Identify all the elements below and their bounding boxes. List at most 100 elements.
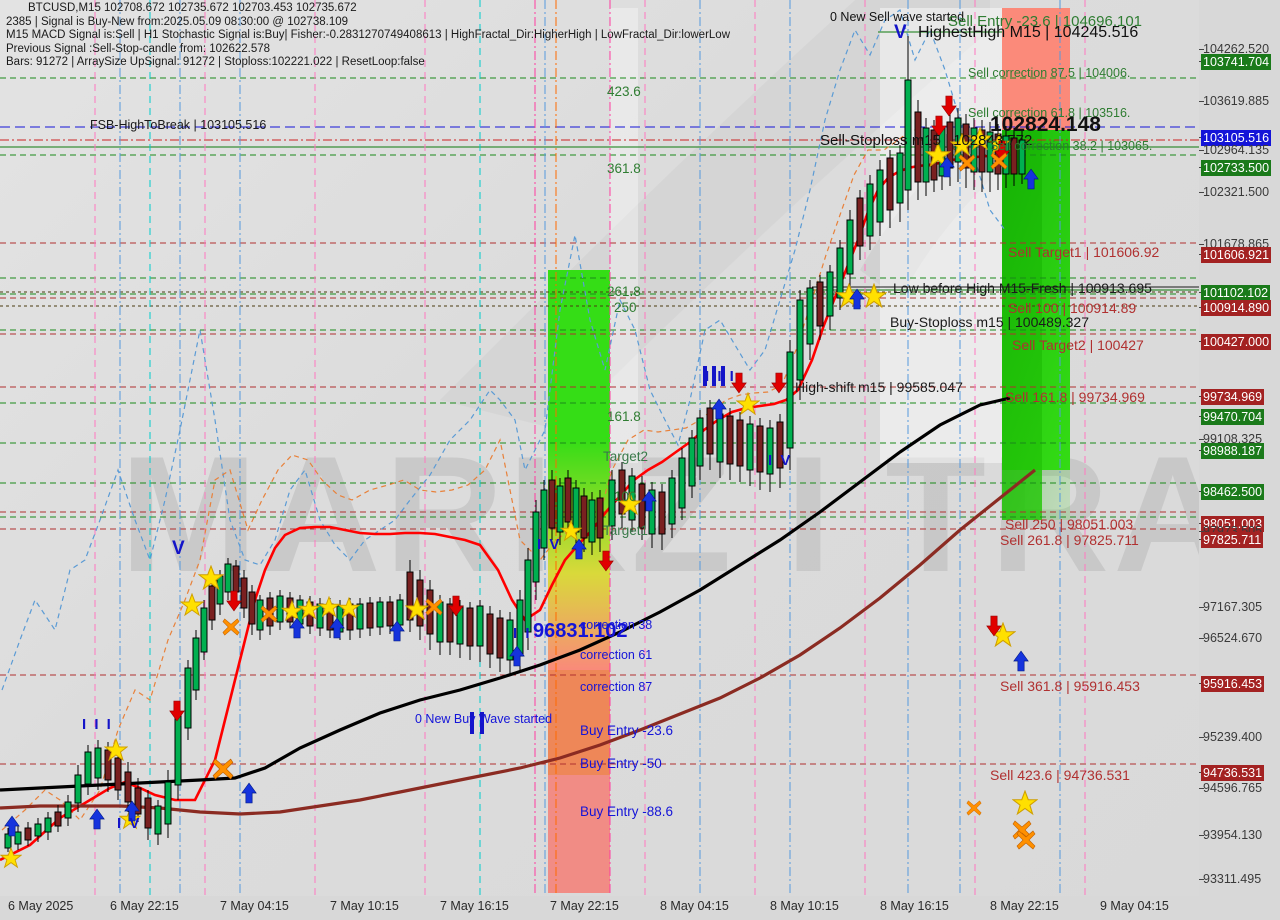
price-label[interactable]: 103105.516 xyxy=(1201,130,1272,146)
time-label: 8 May 04:15 xyxy=(660,899,729,913)
chart-plot-area[interactable]: MARKZ I TRADE xyxy=(0,0,1200,897)
price-label: 102321.500 xyxy=(1203,185,1270,199)
annotation-buy-last-price: 96831.102 xyxy=(533,620,628,642)
price-label[interactable]: 102733.500 xyxy=(1201,160,1272,176)
wave-label-7: I V xyxy=(117,815,142,832)
price-label[interactable]: 101102.102 xyxy=(1201,285,1271,301)
price-label[interactable]: 100427.000 xyxy=(1201,334,1272,350)
price-label: 102964.135 xyxy=(1203,143,1270,157)
annotation-fsb-high-to-break: FSB-HighToBreak | 103105.516 xyxy=(90,118,267,132)
annotation-low-before-high: Low before High M15-Fresh | 100913.695 xyxy=(893,280,1152,296)
ma-slow-black xyxy=(0,396,1011,792)
time-label: 7 May 16:15 xyxy=(440,899,509,913)
price-label: 99108.325 xyxy=(1203,432,1263,446)
price-label: 94596.765 xyxy=(1203,781,1263,795)
price-tick xyxy=(1199,192,1204,193)
price-tick xyxy=(1199,835,1204,836)
header-line-bars: Bars: 91272 | ArraySize UpSignal: 91272 … xyxy=(6,56,425,68)
annotation-sell-correction-382: Sell correction 38.2 | 103065. xyxy=(990,139,1153,153)
price-label: 93954.130 xyxy=(1203,828,1263,842)
price-tick xyxy=(1199,439,1204,440)
price-label[interactable]: 103741.704 xyxy=(1201,54,1272,70)
annotation-sell-correction-875: Sell correction 87.5 | 104006. xyxy=(968,66,1131,80)
wave-label-1: V xyxy=(172,538,187,559)
annotation-fib-target1: Target1 xyxy=(603,523,649,538)
annotation-fib-target2: Target2 xyxy=(603,449,649,464)
annotation-sell-2618: Sell 261.8 | 97825.711 xyxy=(1000,532,1139,548)
annotation-sell-3618: Sell 361.8 | 95916.453 xyxy=(1000,678,1140,694)
time-axis[interactable]: 6 May 2025 6 May 22:15 7 May 04:15 7 May 10… xyxy=(0,896,1280,920)
band-upper xyxy=(1,9,1006,691)
wave-label-3: I V xyxy=(768,452,793,469)
price-axis[interactable]: 104262.520 103741.704 103619.885 103105.516… xyxy=(1199,0,1280,897)
price-label: 97167.305 xyxy=(1203,600,1263,614)
price-label: 93311.495 xyxy=(1203,872,1262,886)
annotation-buy-entry-236: Buy Entry -23.6 xyxy=(580,723,674,738)
annotation-buy-correction-61: correction 61 xyxy=(580,648,653,662)
time-label: 8 May 16:15 xyxy=(880,899,949,913)
star-markers xyxy=(0,127,1038,868)
price-label[interactable]: 99734.969 xyxy=(1201,389,1265,405)
annotation-buy-stoploss-m15: Buy-Stoploss m15 | 100489.327 xyxy=(890,314,1089,330)
ma-slow-brown xyxy=(0,468,1036,816)
annotation-fib-3618: 361.8 xyxy=(607,161,641,176)
annotation-sell-100: Sell 100 | 100914.89 xyxy=(1008,300,1137,316)
annotation-sell-4236: Sell 423.6 | 94736.531 xyxy=(990,767,1130,783)
sell-zone-gradient xyxy=(1002,130,1070,520)
price-label[interactable]: 100914.890 xyxy=(1201,300,1272,316)
price-label[interactable]: 98462.500 xyxy=(1201,484,1265,500)
sell-zone-red-right xyxy=(1002,8,1070,138)
annotation-sell-stoploss-m15: Sell-Stoploss m15 | 102843.772 xyxy=(820,132,1033,149)
annotation-fib-1618: 161.8 xyxy=(607,409,641,424)
price-label[interactable]: 98051.003 xyxy=(1201,516,1265,532)
header-line-indicators: M15 MACD Signal is:Sell | H1 Stochastic … xyxy=(6,29,731,41)
time-label: 7 May 22:15 xyxy=(550,899,619,913)
price-label: 96524.670 xyxy=(1203,631,1263,645)
annotation-fib-4236: 423.6 xyxy=(607,84,641,99)
annotation-sell-entry-236: Sell Entry -23.6 | 104696.101 xyxy=(948,13,1143,30)
annotation-last-price: 102824.148 xyxy=(990,113,1101,136)
price-tick xyxy=(1199,788,1204,789)
time-label: 7 May 04:15 xyxy=(220,899,289,913)
header-line-ohlc: BTCUSD,M15 102708.672 102735.672 102703.… xyxy=(28,2,357,14)
price-tick xyxy=(1199,101,1204,102)
wave-label-6: I I I xyxy=(82,716,113,733)
price-label[interactable]: 101606.921 xyxy=(1201,247,1272,263)
price-label[interactable]: 98988.187 xyxy=(1201,443,1265,459)
header-line-signal: 2385 | Signal is Buy-New from:2025.05.09… xyxy=(6,15,349,28)
price-label: 103619.885 xyxy=(1203,94,1270,108)
annotation-buy-correction-87: correction 87 xyxy=(580,680,653,694)
price-label[interactable]: 95916.453 xyxy=(1201,676,1265,692)
buy-arrow-markers xyxy=(4,156,1039,837)
time-label: 6 May 22:15 xyxy=(110,899,179,913)
price-tick xyxy=(1199,531,1204,532)
annotation-buy-entry-886: Buy Entry -88.6 xyxy=(580,804,674,819)
annotation-sell-correction-618: Sell correction 61.8 | 103516. xyxy=(968,106,1131,120)
annotation-sell-250: Sell 250 | 98051.003 xyxy=(1005,516,1134,532)
header-line-previous-signal: Previous Signal :Sell-Stop-candle from: … xyxy=(6,42,271,55)
price-tick xyxy=(1199,879,1204,880)
price-tick xyxy=(1199,638,1204,639)
wave-bar-markers xyxy=(470,366,725,734)
price-label: 104262.520 xyxy=(1203,42,1270,56)
price-label[interactable]: 94736.531 xyxy=(1201,765,1265,781)
annotation-new-buy-wave: 0 New Buy Wave started xyxy=(415,712,553,726)
signal-markers-layer xyxy=(0,95,1039,868)
wave-label-2: I I I xyxy=(705,368,736,385)
annotation-sell-target2: Sell Target2 | 100427 xyxy=(1012,337,1144,353)
time-label: 6 May 2025 xyxy=(8,899,74,913)
annotation-buy-correction-38: correction 38 xyxy=(580,618,653,632)
price-label[interactable]: 97825.711 xyxy=(1201,532,1264,548)
wave-label-4: I V xyxy=(537,536,562,553)
price-tick xyxy=(1199,150,1204,151)
price-label[interactable]: 99470.704 xyxy=(1201,409,1265,425)
annotation-high-shift-m15: High-shift m15 | 99585.047 xyxy=(795,379,963,395)
time-label: 8 May 10:15 xyxy=(770,899,839,913)
time-label: 9 May 04:15 xyxy=(1100,899,1169,913)
price-tick xyxy=(1199,607,1204,608)
buy-zone-red-left xyxy=(548,665,610,893)
annotation-highest-high: HighestHigh M15 | 104245.516 xyxy=(918,24,1139,41)
price-tick xyxy=(1199,244,1204,245)
buy-zone-green-upper xyxy=(548,270,610,442)
